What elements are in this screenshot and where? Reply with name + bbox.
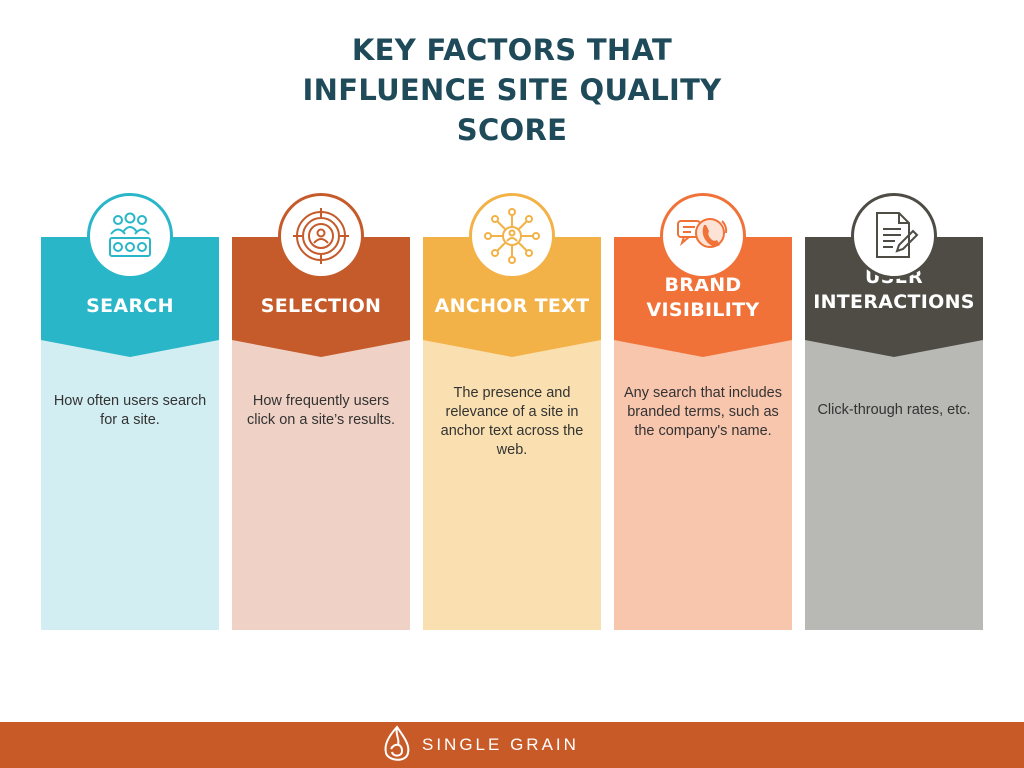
factor-description: Click-through rates, etc. — [817, 402, 971, 418]
brand-name: SINGLE GRAIN — [422, 735, 579, 754]
title-line-3: SCORE — [456, 113, 568, 147]
factor-description: How frequently users click on a site’s r… — [246, 393, 395, 428]
factor-header: SELECTION — [232, 237, 410, 357]
factor-label: BRAND VISIBILITY — [646, 274, 760, 321]
factor-header: ANCHOR TEXT — [423, 237, 601, 357]
factor-label: ANCHOR TEXT — [434, 294, 590, 317]
factor-column-user-interactions: USER INTERACTIONS Click-through rates, e… — [805, 0, 983, 768]
factor-body — [805, 340, 983, 630]
factor-column-brand-visibility: BRAND VISIBILITY Any search that include… — [614, 0, 792, 768]
document-pen-icon — [851, 193, 937, 279]
factor-description: Any search that includes branded terms, … — [624, 385, 782, 439]
factor-description: How often users search for a site. — [53, 393, 207, 428]
people-group-icon — [87, 193, 173, 279]
factor-label: SELECTION — [260, 294, 382, 317]
title-line-2: INFLUENCE SITE QUALITY — [302, 73, 722, 107]
footer-bar — [0, 722, 1024, 768]
factor-header: BRAND VISIBILITY — [614, 237, 792, 357]
factor-header: USER INTERACTIONS — [805, 237, 983, 357]
factor-column-anchor-text: ANCHOR TEXT The presence and relevance o… — [423, 0, 601, 768]
factor-description: The presence and relevance of a site in … — [440, 385, 584, 458]
brand-logo[interactable]: SINGLE GRAIN — [382, 725, 579, 765]
factor-label: SEARCH — [86, 294, 174, 317]
factor-body — [614, 340, 792, 630]
target-user-icon — [278, 193, 364, 279]
title-line-1: KEY FACTORS THAT — [351, 33, 673, 67]
phone-chat-icon — [660, 193, 746, 279]
factor-header: SEARCH — [41, 237, 219, 357]
factor-body — [232, 340, 410, 630]
factor-column-search: SEARCH How often users search for a site… — [41, 0, 219, 768]
grain-logo-icon — [384, 725, 410, 761]
factor-column-selection: SELECTION How frequently users click on … — [232, 0, 410, 768]
network-icon — [469, 193, 555, 279]
page-title: KEY FACTORS THAT INFLUENCE SITE QUALITY … — [0, 30, 1024, 150]
factor-body — [41, 340, 219, 630]
factor-body — [423, 340, 601, 630]
